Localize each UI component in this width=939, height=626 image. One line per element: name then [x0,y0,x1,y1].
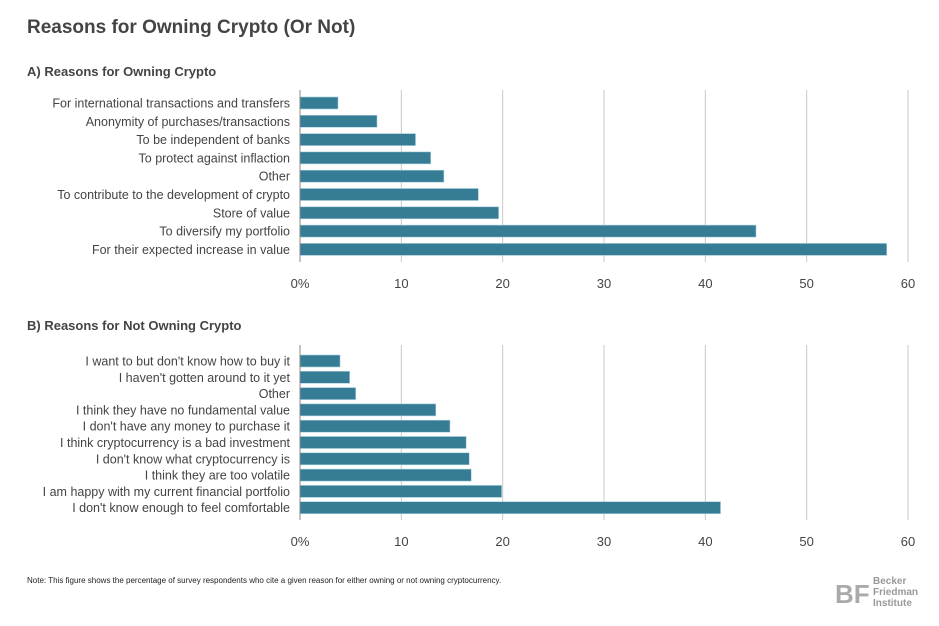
logo-line-1: Becker [873,576,906,587]
x-tick-label: 40 [698,276,712,291]
bar [299,133,416,146]
category-label: Other [259,387,290,401]
figure-title: Reasons for Owning Crypto (Or Not) [27,17,355,38]
x-tick-label: 10 [394,276,408,291]
logo: BF Becker Friedman Institute [835,576,918,609]
logo-line-3: Institute [873,598,912,609]
category-label: Anonymity of purchases/transactions [86,115,290,129]
bar [299,370,350,384]
category-label: I don't have any money to purchase it [83,420,291,434]
category-label: Other [259,170,290,184]
category-label: Store of value [213,206,290,220]
bar [299,206,499,220]
category-label: I don't know what cryptocurrency is [96,452,290,466]
bar [299,188,479,201]
bar [299,169,445,183]
x-tick-label: 10 [394,534,408,549]
category-label: I am happy with my current financial por… [43,485,290,499]
category-label: To protect against inflaction [139,151,291,165]
category-label: I haven't gotten around to it yet [119,371,291,385]
x-tick-label: 50 [799,276,813,291]
x-tick-label: 30 [597,534,611,549]
panel-b-title: B) Reasons for Not Owning Crypto [27,318,242,333]
category-label: I think they are too volatile [145,469,290,483]
bar [299,485,502,498]
category-label: I think cryptocurrency is a bad investme… [60,436,290,450]
x-tick-label: 60 [901,276,915,291]
category-label: To be independent of banks [136,133,290,147]
category-label: For their expected increase in value [92,243,290,257]
category-label: For international transactions and trans… [52,97,290,111]
bar [299,354,341,368]
category-label: To diversify my portfolio [159,225,290,239]
panel-a: 0% 10 20 30 40 50 60 For international transact… [52,90,915,291]
bar [299,96,339,110]
x-tick-label: 60 [901,534,915,549]
category-label: To contribute to the development of cryp… [57,188,290,202]
x-tick-label: 0% [291,276,310,291]
x-tick-label: 40 [698,534,712,549]
bar [299,115,378,128]
bar [299,452,470,466]
logo-mark: BF [835,579,870,609]
category-label: I think they have no fundamental value [76,403,290,417]
bar [299,243,888,256]
bar [299,387,357,400]
footnote: Note: This figure shows the percentage o… [27,576,501,585]
bar [299,501,721,515]
bar [299,151,432,165]
category-label: I don't know enough to feel comfortable [72,501,290,515]
x-tick-label: 20 [495,276,509,291]
bar [299,436,467,449]
bar [299,468,472,482]
bar [299,403,437,417]
x-tick-label: 0% [291,534,310,549]
bar [299,224,757,238]
x-tick-label: 20 [495,534,509,549]
x-tick-label: 50 [799,534,813,549]
panel-a-title: A) Reasons for Owning Crypto [27,64,216,79]
logo-line-2: Friedman [873,587,918,598]
panel-b: 0% 10 20 30 40 50 60 I want to but don't know h… [43,345,915,549]
bar [299,419,451,433]
x-tick-label: 30 [597,276,611,291]
category-label: I want to but don't know how to buy it [85,355,290,369]
